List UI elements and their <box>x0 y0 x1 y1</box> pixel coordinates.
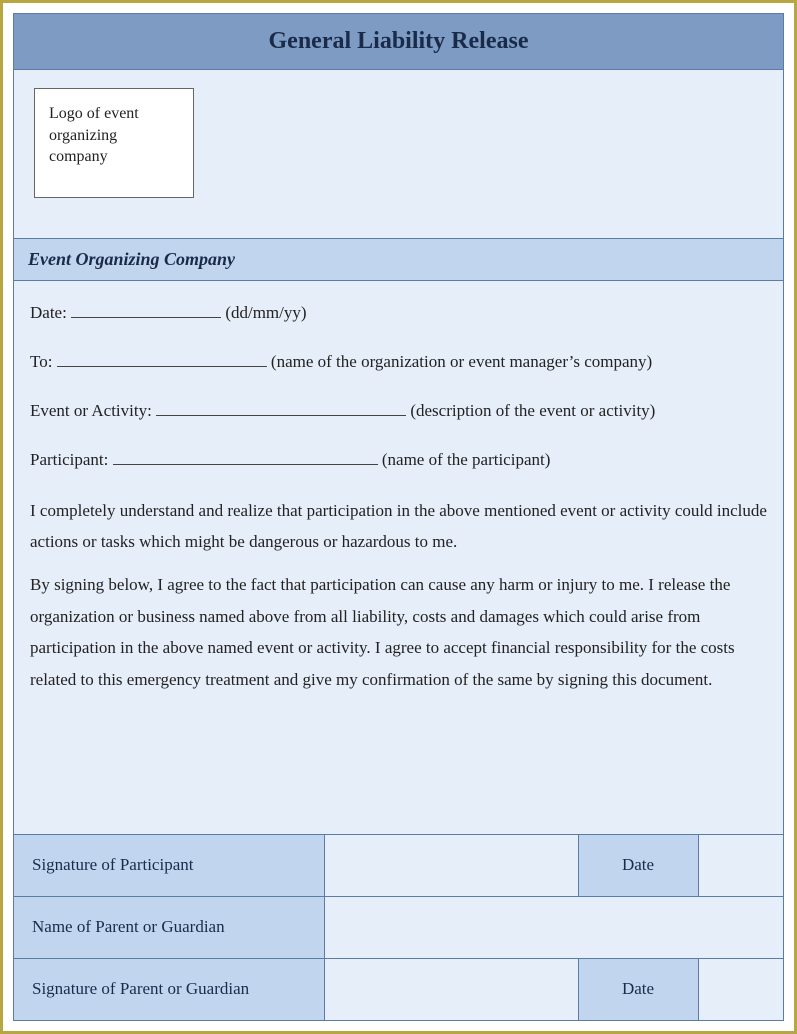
signature-row-guardian-sign: Signature of Parent or Guardian Date <box>14 958 783 1020</box>
paragraph-2: By signing below, I agree to the fact th… <box>30 569 767 695</box>
date-input-line[interactable] <box>71 300 221 318</box>
date-field-row: Date: (dd/mm/yy) <box>30 299 767 328</box>
guardian-signature-date-label: Date <box>578 958 698 1020</box>
event-field-row: Event or Activity: (description of the e… <box>30 397 767 426</box>
signature-row-guardian-name: Name of Parent or Guardian <box>14 896 783 958</box>
form-body: Date: (dd/mm/yy) To: (name of the organi… <box>14 281 783 834</box>
event-label: Event or Activity: <box>30 401 152 420</box>
signature-participant-date-label: Date <box>578 834 698 896</box>
to-input-line[interactable] <box>57 349 267 367</box>
participant-hint: (name of the participant) <box>382 450 551 469</box>
logo-section: Logo of event organizing company <box>14 70 783 239</box>
to-hint: (name of the organization or event manag… <box>271 352 652 371</box>
form-container: General Liability Release Logo of event … <box>13 13 784 1021</box>
form-title: General Liability Release <box>14 14 783 70</box>
participant-input-line[interactable] <box>113 447 378 465</box>
signature-participant-field[interactable] <box>324 834 578 896</box>
guardian-signature-date-field[interactable] <box>698 958 783 1020</box>
guardian-name-label: Name of Parent or Guardian <box>14 896 324 958</box>
guardian-name-field[interactable] <box>324 896 783 958</box>
guardian-signature-label: Signature of Parent or Guardian <box>14 958 324 1020</box>
participant-label: Participant: <box>30 450 108 469</box>
document-page: General Liability Release Logo of event … <box>0 0 797 1034</box>
participant-field-row: Participant: (name of the participant) <box>30 446 767 475</box>
section-subheader: Event Organizing Company <box>14 239 783 281</box>
signature-participant-date-field[interactable] <box>698 834 783 896</box>
event-hint: (description of the event or activity) <box>410 401 655 420</box>
to-label: To: <box>30 352 52 371</box>
logo-placeholder-box: Logo of event organizing company <box>34 88 194 198</box>
date-label: Date: <box>30 303 67 322</box>
to-field-row: To: (name of the organization or event m… <box>30 348 767 377</box>
signature-row-participant: Signature of Participant Date <box>14 834 783 896</box>
event-input-line[interactable] <box>156 398 406 416</box>
paragraph-1: I completely understand and realize that… <box>30 495 767 558</box>
signature-participant-label: Signature of Participant <box>14 834 324 896</box>
signature-table: Signature of Participant Date Name of Pa… <box>14 834 783 1021</box>
date-hint: (dd/mm/yy) <box>225 303 306 322</box>
guardian-signature-field[interactable] <box>324 958 578 1020</box>
